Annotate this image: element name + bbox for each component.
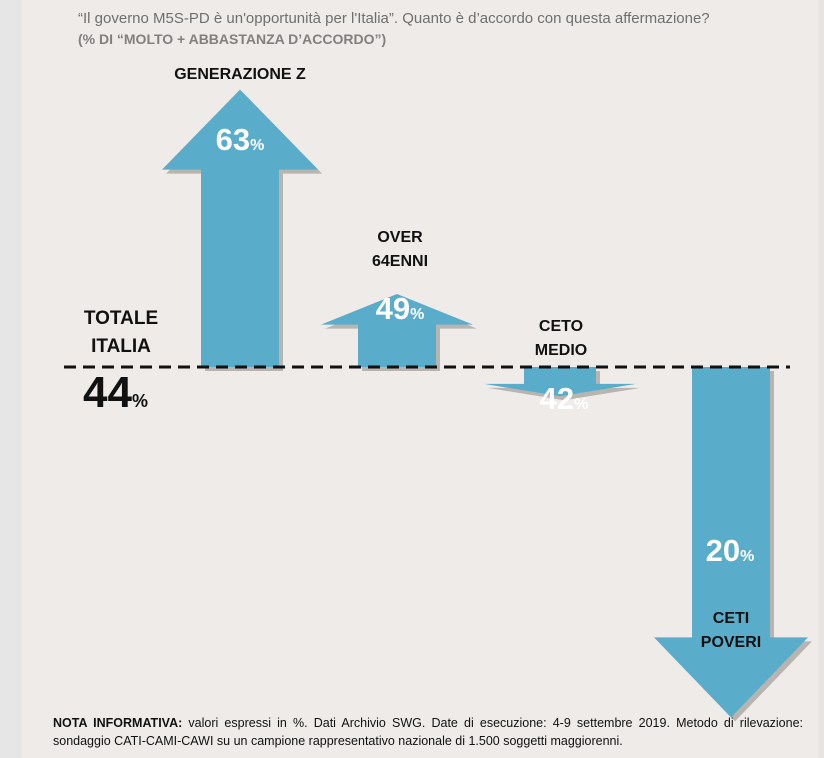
chart-subtitle: (% DI “MOLTO + ABBASTANZA D’ACCORDO”) [78, 31, 387, 47]
value-label-ceti-poveri: 20% [705, 533, 755, 568]
note-text: valori espressi in %. Dati Archivio SWG.… [53, 716, 804, 748]
note-label: NOTA INFORMATIVA: [53, 716, 183, 730]
category-label-ceti-poveri: CETI POVERI [700, 610, 762, 651]
category-label-generazione-z: GENERAZIONE Z [174, 66, 306, 83]
value-label-over-64enni: 49% [375, 291, 425, 326]
arrow-ceto-medio [484, 367, 636, 397]
chart-panel [22, 0, 818, 758]
arrow-ceti-poveri [654, 367, 808, 718]
category-label-ceto-medio: CETO MEDIO [534, 318, 588, 359]
value-label-generazione-z: 63% [215, 122, 265, 157]
arrow-generazione-z [162, 89, 318, 367]
value-label-ceto-medio: 42% [539, 381, 589, 416]
category-label-over-64enni: OVER 64ENNI [371, 229, 429, 270]
total-label: TOTALE ITALIA [83, 308, 159, 357]
total-value: 44% [83, 368, 148, 417]
question-text: “Il governo M5S-PD è un'opportunità per … [78, 10, 710, 27]
arrow-over-64enni [321, 294, 473, 367]
methodology-note: NOTA INFORMATIVA: valori espressi in %. … [53, 714, 803, 750]
